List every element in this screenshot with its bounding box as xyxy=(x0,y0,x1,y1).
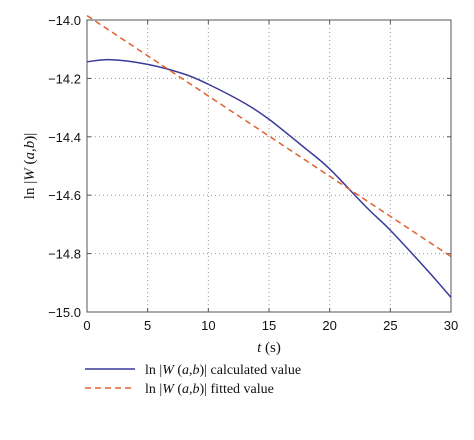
legend-label-fitted: ln |W (a,b)| fitted value xyxy=(145,382,274,397)
series-group xyxy=(86,14,452,298)
x-tick-label: 25 xyxy=(383,318,397,333)
y-tick-label: −14.4 xyxy=(48,130,81,145)
y-tick-label: −14.6 xyxy=(48,188,81,203)
y-tick-label: −14.0 xyxy=(48,13,81,28)
x-axis-ticks: 0 5 10 15 20 25 30 xyxy=(83,20,458,333)
grid-lines xyxy=(87,20,451,312)
y-tick-label: −14.8 xyxy=(48,247,81,262)
series-line-calculated xyxy=(86,58,452,298)
x-tick-label: 15 xyxy=(262,318,276,333)
legend-label-calculated: ln |W (a,b)| calculated value xyxy=(145,363,301,378)
x-axis-label: t (s) xyxy=(257,340,281,356)
x-tick-label: 30 xyxy=(444,318,458,333)
y-axis-label: ln |W (a,b)| xyxy=(22,133,38,199)
x-tick-label: 20 xyxy=(322,318,336,333)
y-tick-label: −14.2 xyxy=(48,71,81,86)
legend: ln |W (a,b)| calculated value ln |W (a,b… xyxy=(85,363,301,397)
series-line-fitted xyxy=(86,14,452,258)
x-tick-label: 0 xyxy=(83,318,90,333)
x-tick-label: 10 xyxy=(201,318,215,333)
y-tick-label: −15.0 xyxy=(48,305,81,320)
x-tick-label: 5 xyxy=(144,318,151,333)
y-axis-ticks: −14.0 −14.2 −14.4 −14.6 −14.8 −15.0 xyxy=(48,13,451,320)
